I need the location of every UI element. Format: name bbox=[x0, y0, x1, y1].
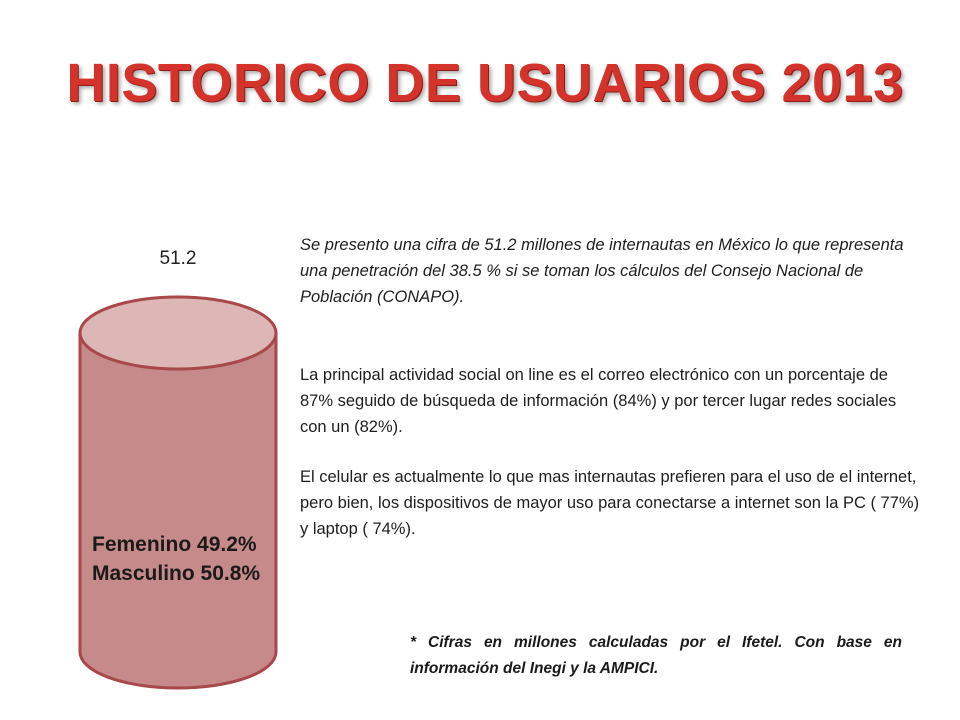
online-activity-paragraph: La principal actividad social on line es… bbox=[300, 366, 897, 436]
female-percentage: Femenino 49.2% bbox=[92, 533, 257, 556]
cylinder-body bbox=[78, 331, 278, 690]
source-footnote: * Cifras en millones calculadas por el I… bbox=[410, 634, 902, 677]
users-cylinder bbox=[78, 295, 278, 690]
cylinder-top bbox=[78, 295, 278, 371]
cylinder-value-label: 51.2 bbox=[159, 248, 197, 269]
internet-users-paragraph: Se presento una cifra de 51.2 millones d… bbox=[300, 236, 904, 306]
gender-breakdown: Femenino 49.2% Masculino 50.8% bbox=[92, 530, 260, 588]
male-percentage: Masculino 50.8% bbox=[92, 562, 261, 585]
devices-paragraph: El celular es actualmente lo que mas int… bbox=[300, 468, 920, 538]
slide-title: HISTORICO DE USUARIOS 2013 bbox=[66, 53, 904, 113]
